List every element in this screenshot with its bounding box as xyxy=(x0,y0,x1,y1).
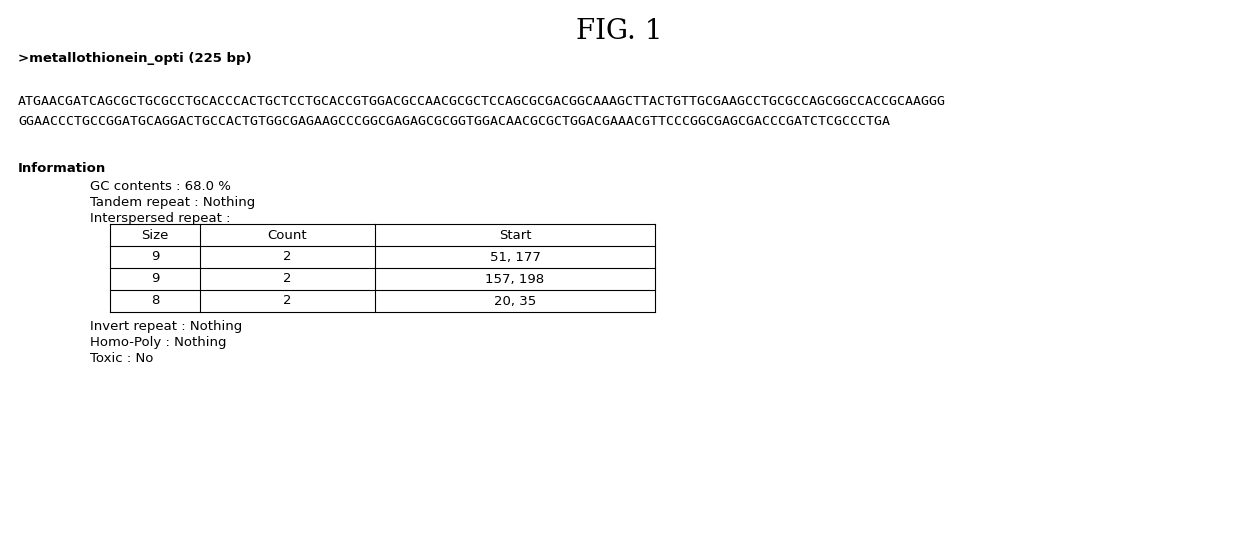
Text: Toxic : No: Toxic : No xyxy=(90,352,154,365)
Text: GC contents : 68.0 %: GC contents : 68.0 % xyxy=(90,180,230,193)
Text: Homo-Poly : Nothing: Homo-Poly : Nothing xyxy=(90,336,227,349)
Text: 20, 35: 20, 35 xyxy=(494,294,536,308)
Text: GGAACCCTGCCGGATGCAGGACTGCCACTGTGGCGAGAAGCCCGGCGAGAGCGCGGTGGACAACGCGCTGGACGAAACGT: GGAACCCTGCCGGATGCAGGACTGCCACTGTGGCGAGAAG… xyxy=(19,115,890,128)
Text: Information: Information xyxy=(19,162,107,175)
Text: FIG. 1: FIG. 1 xyxy=(576,18,663,45)
Text: Size: Size xyxy=(141,229,169,241)
Text: 2: 2 xyxy=(284,272,291,286)
Text: Start: Start xyxy=(499,229,532,241)
Text: 9: 9 xyxy=(151,272,159,286)
Text: Tandem repeat : Nothing: Tandem repeat : Nothing xyxy=(90,196,255,209)
Text: 9: 9 xyxy=(151,250,159,263)
Text: Invert repeat : Nothing: Invert repeat : Nothing xyxy=(90,320,243,333)
Text: 51, 177: 51, 177 xyxy=(489,250,540,263)
Text: 8: 8 xyxy=(151,294,159,308)
Text: >metallothionein_opti (225 bp): >metallothionein_opti (225 bp) xyxy=(19,52,252,65)
Text: 2: 2 xyxy=(284,294,291,308)
Text: ATGAACGATCAGCGCTGCGCCTGCACCCACTGCTCCTGCACCGTGGACGCCAACGCGCTCCAGCGCGACGGCAAAGCTTA: ATGAACGATCAGCGCTGCGCCTGCACCCACTGCTCCTGCA… xyxy=(19,95,947,108)
Text: Count: Count xyxy=(268,229,307,241)
Text: Interspersed repeat :: Interspersed repeat : xyxy=(90,212,230,225)
Text: 157, 198: 157, 198 xyxy=(486,272,545,286)
Text: 2: 2 xyxy=(284,250,291,263)
